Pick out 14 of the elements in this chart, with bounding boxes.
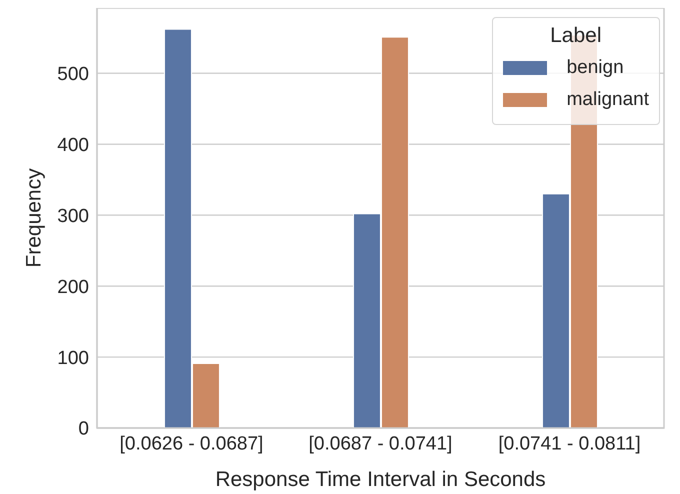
y-tick-label: 500 xyxy=(57,64,89,86)
y-axis-title: Frequency xyxy=(22,168,46,268)
legend-label: benign xyxy=(566,57,624,79)
x-tick-label: [0.0626 - 0.0687] xyxy=(120,433,264,454)
legend-label: malignant xyxy=(566,89,649,111)
y-tick-label: 300 xyxy=(57,206,89,227)
x-axis-title: Response Time Interval in Seconds xyxy=(215,468,546,491)
y-tick-label: 200 xyxy=(57,276,89,298)
y-tick-label: 0 xyxy=(78,418,89,440)
y-tick-label: 400 xyxy=(57,134,89,156)
y-tick-label: 100 xyxy=(57,348,89,369)
x-tick-label: [0.0687 - 0.0741] xyxy=(308,433,452,454)
x-tick-label: [0.0741 - 0.0811] xyxy=(498,433,641,454)
legend-title: Label xyxy=(549,24,602,48)
